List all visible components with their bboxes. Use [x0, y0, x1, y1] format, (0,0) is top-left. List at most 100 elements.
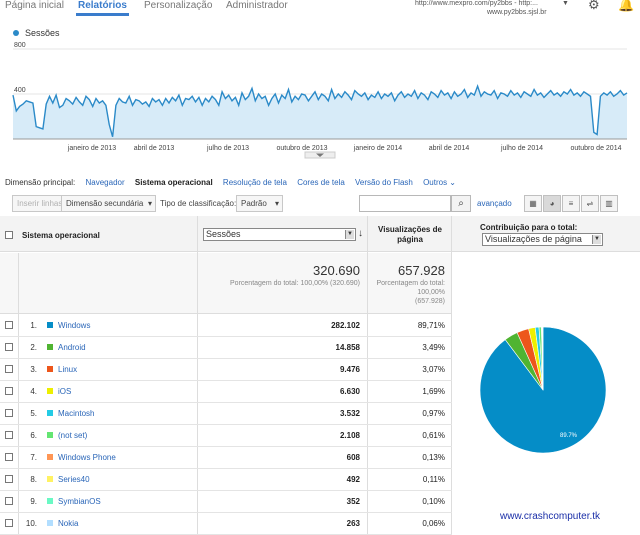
row-checkbox[interactable]	[5, 453, 13, 461]
row-checkbox[interactable]	[5, 497, 13, 505]
tab-admin[interactable]: Administrador	[226, 0, 288, 11]
legend-dot-icon	[13, 30, 19, 36]
pageviews-pct: 0,11%	[422, 475, 445, 484]
chevron-down-icon: ▾	[147, 199, 152, 208]
gear-icon[interactable]: ⚙	[588, 0, 600, 12]
performance-view-icon[interactable]: ≡	[562, 195, 580, 212]
table-row: 9. SymbianOS 352 0,10%	[0, 491, 452, 513]
row-checkbox[interactable]	[5, 409, 13, 417]
contribution-select[interactable]: Visualizações de página ▼	[482, 233, 603, 246]
x-tick-label: julho de 2013	[206, 145, 249, 152]
select-all-checkbox[interactable]	[5, 231, 13, 239]
row-number: 6.	[30, 431, 37, 440]
os-name-link[interactable]: Series40	[58, 475, 90, 484]
pageviews-pct: 0,06%	[422, 519, 445, 528]
legend-label: Sessões	[25, 28, 60, 38]
tab-reports[interactable]: Relatórios	[76, 0, 129, 16]
legend-swatch-icon	[47, 476, 53, 482]
row-checkbox[interactable]	[5, 387, 13, 395]
search-icon[interactable]: ⌕	[451, 195, 471, 212]
row-checkbox[interactable]	[5, 365, 13, 373]
comparison-view-icon[interactable]: ⇌	[581, 195, 599, 212]
metric-select[interactable]: Sessões ▼	[203, 228, 356, 241]
x-tick-label: janeiro de 2013	[67, 145, 116, 152]
pageviews-pct: 0,10%	[422, 497, 445, 506]
legend-swatch-icon	[47, 344, 53, 350]
row-checkbox[interactable]	[5, 519, 13, 527]
row-number: 8.	[30, 475, 37, 484]
dim-other[interactable]: Outros ⌄	[423, 178, 457, 187]
x-tick-label: abril de 2013	[134, 145, 175, 152]
pageviews-pct: 3,07%	[422, 365, 445, 374]
os-name-link[interactable]: SymbianOS	[58, 497, 101, 506]
table-row: 6. (not set) 2.108 0,61%	[0, 425, 452, 447]
pie-view-icon[interactable]: ◕	[543, 195, 561, 212]
sessions-value: 282.102	[331, 321, 360, 330]
pageviews-pct: 0,61%	[422, 431, 445, 440]
table-view-icon[interactable]: ▦	[524, 195, 542, 212]
table-row: 8. Series40 492 0,11%	[0, 469, 452, 491]
row-checkbox[interactable]	[5, 475, 13, 483]
chevron-down-icon: ▼	[345, 230, 354, 239]
sessions-value: 492	[346, 475, 360, 484]
table-row: 3. Linux 9.476 3,07%	[0, 359, 452, 381]
dim-os: Sistema operacional	[134, 178, 213, 187]
os-name-link[interactable]: Android	[58, 343, 86, 352]
col-divider	[367, 216, 368, 535]
tab-customization[interactable]: Personalização	[144, 0, 213, 11]
dim-screen-resolution[interactable]: Resolução de tela	[222, 178, 287, 187]
total-pageviews-note: Porcentagem do total: 100,00%	[376, 280, 446, 296]
plot-rows-button[interactable]: Inserir linhas	[12, 195, 68, 212]
series-line-sessoes	[12, 83, 628, 137]
os-name-link[interactable]: Nokia	[58, 519, 79, 528]
chevron-down-icon[interactable]: ▼	[562, 0, 569, 7]
os-name-link[interactable]: (not set)	[58, 431, 88, 440]
y-tick-label: 400	[14, 87, 26, 94]
x-tick-label: janeiro de 2014	[353, 145, 402, 152]
table-row: 10. Nokia 263 0,06%	[0, 513, 452, 535]
row-checkbox[interactable]	[5, 431, 13, 439]
os-name-link[interactable]: iOS	[58, 387, 72, 396]
dim-screen-colors[interactable]: Cores de tela	[297, 178, 345, 187]
y-tick-label: 800	[14, 42, 26, 49]
row-checkbox[interactable]	[5, 321, 13, 329]
x-tick-label: abril de 2014	[429, 145, 470, 152]
sort-type-label: Tipo de classificação:	[160, 199, 237, 208]
sessions-value: 263	[346, 519, 360, 528]
pivot-view-icon[interactable]: ▥	[600, 195, 618, 212]
top-nav: Página inicial Relatórios Personalização…	[0, 0, 640, 18]
row-checkbox[interactable]	[5, 343, 13, 351]
tab-home[interactable]: Página inicial	[5, 0, 64, 11]
bell-icon[interactable]: 🔔	[618, 0, 635, 12]
advanced-link[interactable]: avançado	[477, 199, 512, 208]
secondary-dimension-select[interactable]: Dimensão secundária ▾	[61, 195, 156, 212]
metric-select-value: Sessões	[206, 229, 241, 239]
pageviews-pct: 0,97%	[422, 409, 445, 418]
legend-swatch-icon	[47, 520, 53, 526]
x-tick-label: outubro de 2014	[571, 145, 622, 152]
legend-swatch-icon	[47, 498, 53, 504]
col-divider	[451, 216, 452, 535]
dim-flash-version[interactable]: Versão do Flash	[355, 178, 413, 187]
sort-type-value: Padrão	[241, 199, 267, 208]
row-number: 2.	[30, 343, 37, 352]
dim-browser[interactable]: Navegador	[85, 178, 125, 187]
header-contribution: Contribuição para o total: Visualizações…	[452, 216, 640, 252]
account-selector[interactable]: http://www.mexpro.com/py2bbs - http:...	[415, 0, 538, 7]
account-subtitle: www.py2bbs.sjsl.br	[487, 9, 547, 16]
chevron-down-icon	[316, 153, 324, 157]
table-row: 4. iOS 6.630 1,69%	[0, 381, 452, 403]
col-os-label: Sistema operacional	[22, 231, 100, 240]
sort-type-select[interactable]: Padrão ▾	[236, 195, 283, 212]
chevron-down-icon: ▼	[592, 235, 601, 244]
header-sessions: Sessões ▼ ↓	[198, 216, 367, 252]
search-input[interactable]	[359, 195, 451, 212]
sort-arrow-icon[interactable]: ↓	[358, 228, 363, 239]
legend-swatch-icon	[47, 322, 53, 328]
pageviews-pct: 0,13%	[422, 453, 445, 462]
col-pageviews-label: Visualizações de página	[378, 225, 442, 244]
os-name-link[interactable]: Linux	[58, 365, 78, 374]
os-name-link[interactable]: Windows	[58, 321, 91, 330]
os-name-link[interactable]: Macintosh	[58, 409, 95, 418]
os-name-link[interactable]: Windows Phone	[58, 453, 116, 462]
